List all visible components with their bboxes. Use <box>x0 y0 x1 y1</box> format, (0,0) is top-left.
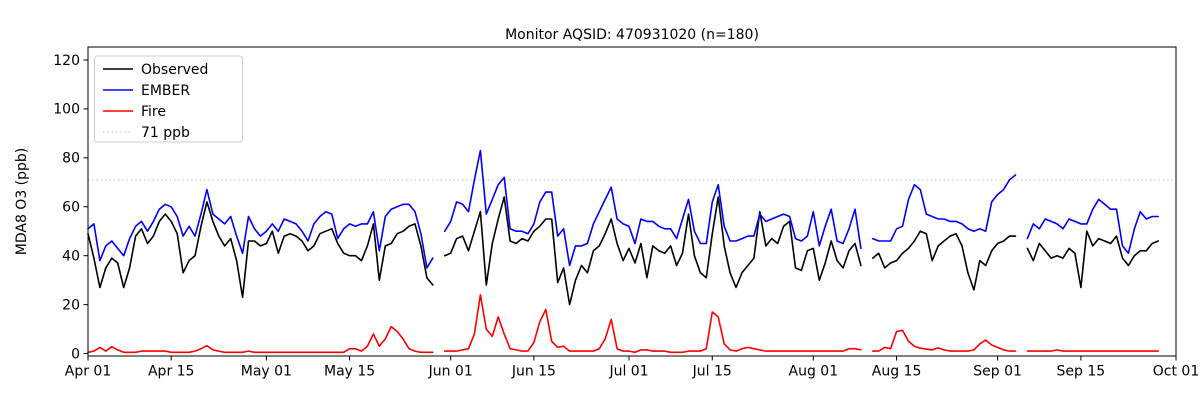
x-tick-label: Jun 15 <box>511 364 556 380</box>
x-tick-label: May 15 <box>324 364 375 380</box>
legend-label: Observed <box>141 62 208 78</box>
fire-series-line <box>871 329 1017 352</box>
fire-series-line <box>1026 349 1159 352</box>
x-tick-label: Sep 01 <box>973 364 1022 380</box>
y-tick-label: 100 <box>53 102 80 118</box>
y-tick-label: 0 <box>71 346 80 362</box>
observed-series-line <box>871 230 1017 291</box>
x-tick-label: Jul 01 <box>608 364 648 380</box>
observed-series-line <box>443 196 862 306</box>
legend: Observed EMBER Fire 71 ppb <box>94 55 243 143</box>
legend-label: Fire <box>141 104 166 120</box>
x-tick-label: Apr 01 <box>65 364 111 380</box>
x-tick-label: Aug 01 <box>789 364 839 380</box>
chart-title: Monitor AQSID: 470931020 (n=180) <box>505 27 759 43</box>
axes-frame <box>87 46 1177 357</box>
x-tick-label: Apr 15 <box>148 364 194 380</box>
y-tick-label: 40 <box>62 248 80 264</box>
ember-series-line <box>87 188 434 269</box>
observed-series-line <box>87 201 434 299</box>
x-tick-label: Jun 01 <box>428 364 473 380</box>
y-tick-label: 120 <box>53 53 80 69</box>
x-tick-label: Oct 01 <box>1153 364 1199 380</box>
x-tick-label: Jul 15 <box>692 364 732 380</box>
y-tick-label: 80 <box>62 151 80 167</box>
ember-series-line <box>871 174 1017 242</box>
y-tick-label: 60 <box>62 200 80 216</box>
legend-label: EMBER <box>141 83 190 99</box>
y-tick-label: 20 <box>62 297 80 313</box>
legend-label: 71 ppb <box>141 125 190 141</box>
legend-box <box>94 55 243 143</box>
observed-series-line <box>1026 230 1159 289</box>
fire-series-line <box>87 325 434 354</box>
x-tick-label: Aug 15 <box>872 364 922 380</box>
y-axis-label: MDA8 O3 (ppb) <box>14 148 30 256</box>
ember-series-line <box>1026 198 1159 254</box>
fire-series-line <box>443 293 862 354</box>
x-tick-label: May 01 <box>241 364 292 380</box>
plot-area: 0 20 40 60 80 100 120 Apr 01 Apr 15 May 01 May 15 J… <box>53 46 1199 380</box>
ember-series-line <box>443 149 862 267</box>
x-tick-label: Sep 15 <box>1057 364 1106 380</box>
